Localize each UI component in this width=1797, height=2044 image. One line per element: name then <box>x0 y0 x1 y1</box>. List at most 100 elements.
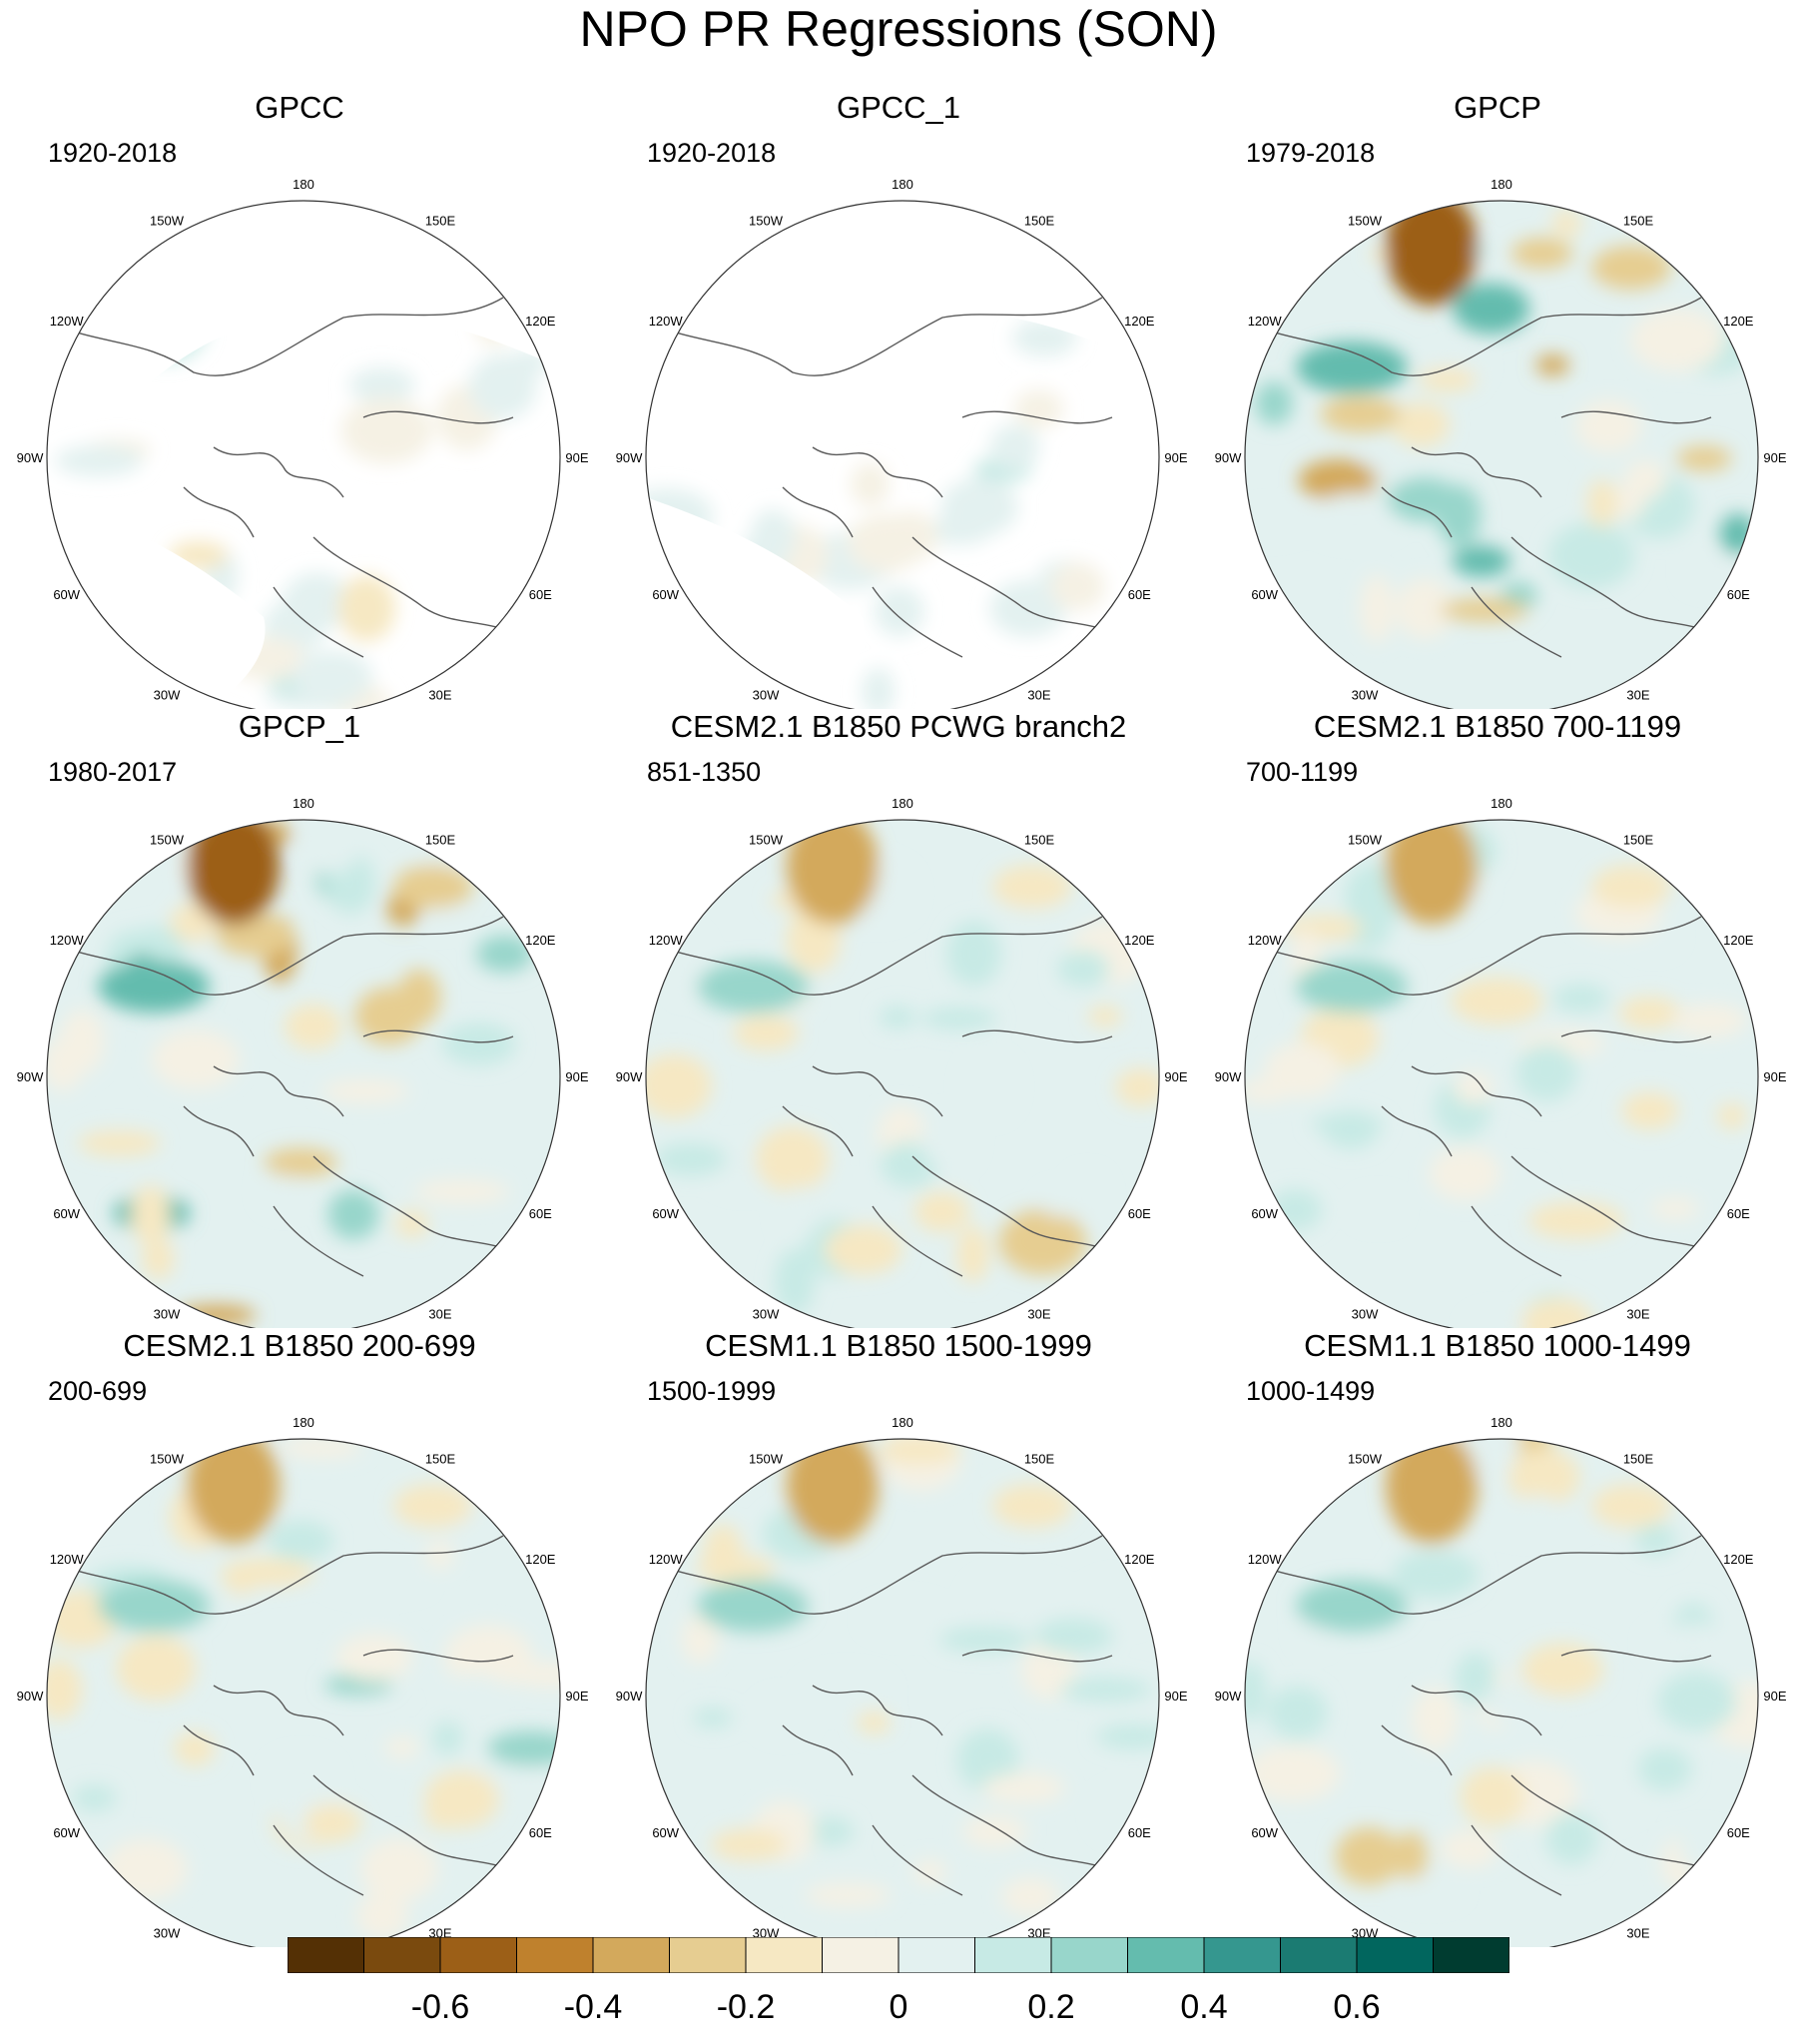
map-panel: CESM1.1 B1850 1500-1999 180 150E 120E 90E 60E… <box>599 1328 1198 1947</box>
panel-period: 1000-1499 <box>1246 1376 1376 1406</box>
longitude-label: 30E <box>1626 1306 1649 1321</box>
longitude-label: 180 <box>1491 1415 1512 1430</box>
map-boundary <box>645 200 1160 709</box>
colorbar-tick-label: 0 <box>889 1988 908 2026</box>
colorbar-swatch <box>822 1937 899 1973</box>
polar-map: 180150E120E90E60E30E030W60W90W120W150W <box>616 177 1188 709</box>
coastline <box>1245 1535 1722 1896</box>
longitude-label: 60E <box>529 587 552 602</box>
longitude-label: 180 <box>892 796 913 811</box>
longitude-label: 120E <box>525 1552 556 1567</box>
longitude-label: 120E <box>1124 314 1155 329</box>
longitude-label: 120W <box>50 933 85 948</box>
longitude-label: 90E <box>565 450 588 465</box>
longitude-label: 60E <box>1727 1206 1750 1221</box>
longitude-label: 90E <box>1164 1069 1187 1084</box>
longitude-label: 180 <box>293 796 314 811</box>
colorbar-swatch <box>974 1937 1052 1973</box>
colorbar-swatch <box>439 1937 517 1973</box>
longitude-label: 60W <box>53 1825 80 1840</box>
longitude-label: 180 <box>293 177 314 192</box>
longitude-label: 30E <box>428 1306 451 1321</box>
polar-map: 180150E120E90E60E30E030W60W90W120W150W <box>616 1415 1188 1947</box>
longitude-label: 150W <box>749 1452 784 1467</box>
colorbar-tick-label: -0.2 <box>716 1988 776 2026</box>
longitude-label: 150W <box>1348 833 1383 848</box>
precip-field <box>47 1439 560 1947</box>
panel-title: CESM2.1 B1850 700-1199 <box>1313 709 1682 744</box>
polar-map: 180150E120E90E60E30E030W60W90W120W150W <box>17 796 589 1328</box>
longitude-label: 90W <box>17 1069 44 1084</box>
map-panel: GPCC180150E120E90E60E30E030W60W90W120W15… <box>0 90 599 709</box>
panel-title: CESM1.1 B1850 1000-1499 <box>1304 1328 1691 1363</box>
precip-field <box>1245 820 1758 1328</box>
longitude-label: 120E <box>525 933 556 948</box>
map-boundary <box>46 819 561 1328</box>
longitude-label: 60W <box>1251 587 1278 602</box>
longitude-label: 150E <box>425 833 456 848</box>
coastline <box>1245 297 1722 658</box>
panel-title: CESM2.1 B1850 200-699 <box>123 1328 476 1363</box>
longitude-label: 150E <box>1024 214 1055 229</box>
longitude-label: 90W <box>1215 1069 1242 1084</box>
panel-title: GPCC_1 <box>836 90 961 125</box>
longitude-label: 60W <box>652 587 679 602</box>
longitude-label: 150W <box>150 1452 185 1467</box>
map-panel: GPCP180150E120E90E60E30E030W60W90W120W15… <box>1198 90 1797 709</box>
longitude-label: 180 <box>1491 796 1512 811</box>
colorbar-tick-label: 0.6 <box>1333 1988 1381 2026</box>
longitude-label: 90E <box>1763 1069 1786 1084</box>
longitude-label: 30W <box>1352 687 1379 702</box>
map-boundary <box>46 200 561 709</box>
longitude-label: 120E <box>1723 314 1754 329</box>
panel-title: GPCP_1 <box>238 709 361 744</box>
longitude-label: 60W <box>53 1206 80 1221</box>
map-boundary <box>46 1438 561 1947</box>
longitude-label: 90W <box>616 450 643 465</box>
colorbar-tick-label: 0.2 <box>1027 1988 1075 2026</box>
panel-period: 1920-2018 <box>647 138 777 168</box>
longitude-label: 150E <box>425 214 456 229</box>
longitude-label: 60W <box>53 587 80 602</box>
longitude-label: 150W <box>150 214 185 229</box>
longitude-label: 120W <box>649 933 684 948</box>
longitude-label: 30E <box>1626 687 1649 702</box>
longitude-label: 120W <box>50 314 85 329</box>
polar-map: 180150E120E90E60E30E030W60W90W120W150W <box>1215 177 1787 709</box>
map-panel: GPCP_1180150E120E90E60E30E030W60W90W120W… <box>0 709 599 1328</box>
longitude-label: 30E <box>428 687 451 702</box>
precip-field <box>1245 201 1758 709</box>
longitude-label: 120E <box>1723 933 1754 948</box>
longitude-label: 30W <box>154 687 181 702</box>
longitude-label: 30E <box>1027 1306 1050 1321</box>
precip-field <box>646 1439 1159 1947</box>
longitude-label: 60W <box>1251 1206 1278 1221</box>
map-boundary <box>1244 1438 1759 1947</box>
map-panel: CESM2.1 B1850 PCWG branch2 180 150E 120E 90E… <box>599 709 1198 1328</box>
longitude-label: 90E <box>1164 450 1187 465</box>
longitude-label: 120E <box>1124 1552 1155 1567</box>
map-panel: CESM2.1 B1850 200-699 180 150E 120E 90E 60E 30… <box>0 1328 599 1947</box>
longitude-label: 60E <box>1128 1206 1151 1221</box>
colorbar-swatch <box>1127 1937 1205 1973</box>
longitude-label: 150E <box>1623 214 1654 229</box>
longitude-label: 90E <box>1763 1689 1786 1703</box>
colorbar-swatch <box>288 1937 364 1973</box>
longitude-label: 30W <box>1352 1306 1379 1321</box>
colorbar-swatch <box>745 1937 823 1973</box>
polar-map: 180150E120E90E60E30E030W60W90W120W150W <box>616 796 1188 1328</box>
polar-map: 180150E120E90E60E30E030W60W90W120W150W <box>17 1415 589 1947</box>
colorbar-swatch <box>1356 1937 1434 1973</box>
longitude-label: 60E <box>1128 587 1151 602</box>
colorbar-swatch <box>1433 1937 1509 1973</box>
longitude-label: 150E <box>1024 833 1055 848</box>
longitude-label: 180 <box>892 1415 913 1430</box>
panel-period: 1980-2017 <box>48 757 178 787</box>
longitude-label: 150E <box>1024 1452 1055 1467</box>
figure-title: NPO PR Regressions (SON) <box>579 1 1218 57</box>
coastline <box>646 916 1123 1277</box>
longitude-label: 150W <box>749 214 784 229</box>
longitude-label: 90E <box>565 1689 588 1703</box>
longitude-label: 30E <box>1027 687 1050 702</box>
longitude-label: 150E <box>1623 1452 1654 1467</box>
